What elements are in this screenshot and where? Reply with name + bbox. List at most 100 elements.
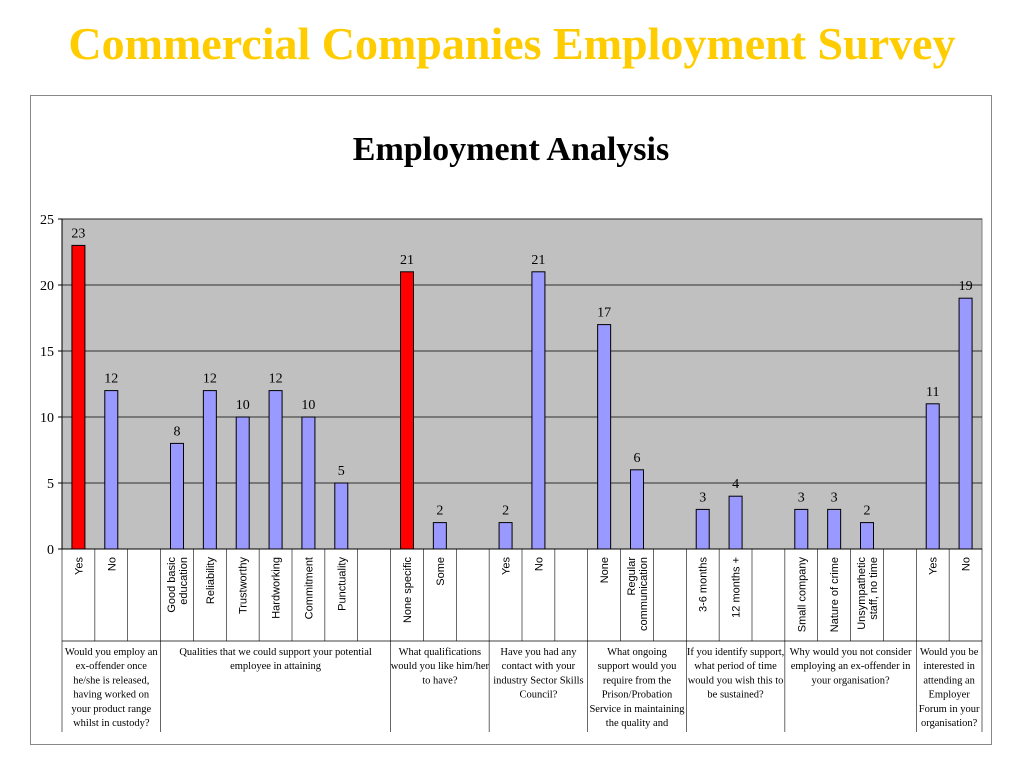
bar <box>860 522 874 550</box>
group-question: to have? <box>422 675 458 686</box>
category-label: education <box>178 557 190 605</box>
data-label: 10 <box>236 398 250 413</box>
bar <box>432 522 447 550</box>
y-tick-label: 0 <box>47 543 54 558</box>
plot-area <box>61 218 983 550</box>
group-question: having worked on <box>73 690 150 701</box>
group-question: If you identify support, <box>687 647 784 658</box>
category-label: Small company <box>796 557 808 633</box>
data-label: 8 <box>174 424 181 439</box>
bar <box>301 416 316 550</box>
data-label: 2 <box>436 504 443 519</box>
group-question: ex-offender once <box>76 661 148 672</box>
data-label: 5 <box>338 464 345 479</box>
data-label: 3 <box>798 490 805 505</box>
bar <box>334 482 349 550</box>
category-label: Yes <box>501 557 513 575</box>
data-label: 3 <box>831 490 838 505</box>
category-label: Unsympathetic <box>856 557 868 630</box>
group-question: support would you <box>598 661 678 672</box>
data-label: 12 <box>203 372 217 387</box>
bar <box>630 469 644 550</box>
group-question: Would you be <box>920 647 979 658</box>
bar <box>925 403 940 550</box>
bar <box>958 297 973 550</box>
data-label: 17 <box>597 306 611 321</box>
data-label: 11 <box>926 385 939 400</box>
group-question: interested in <box>923 661 975 672</box>
bar <box>71 244 86 550</box>
bar <box>827 508 842 550</box>
group-question: contact with your <box>502 661 576 672</box>
group-question: your organisation? <box>811 675 890 686</box>
category-label: None <box>599 557 611 583</box>
category-label: No <box>533 557 545 571</box>
group-question: require from the <box>603 675 672 686</box>
data-label: 12 <box>104 372 118 387</box>
group-question: What qualifications <box>399 647 482 658</box>
data-label: 10 <box>301 398 315 413</box>
category-label: 3-6 months <box>698 557 710 613</box>
category-label: No <box>961 557 973 571</box>
data-label: 2 <box>502 504 509 519</box>
group-question: your product range <box>71 704 151 715</box>
category-label: None specific <box>402 557 414 624</box>
category-label: Some <box>435 557 447 586</box>
bar <box>597 324 612 550</box>
group-question: organisation? <box>921 718 978 729</box>
slide-title: Commercial Companies Employment Survey <box>68 18 956 69</box>
category-label: staff, no time <box>868 557 880 620</box>
group-question: Service in maintaining <box>589 704 685 715</box>
category-label: Yes <box>73 557 85 575</box>
group-question: what period of time <box>694 661 777 672</box>
bar <box>728 495 743 550</box>
data-label: 2 <box>864 504 871 519</box>
category-label: Hardworking <box>271 557 283 619</box>
category-label: Yes <box>928 557 940 575</box>
group-question: he/she is released, <box>73 675 149 686</box>
category-label: communication <box>638 557 650 631</box>
y-tick-label: 5 <box>47 477 54 492</box>
bar <box>202 390 217 550</box>
group-question: would you wish this to <box>688 675 784 686</box>
bar <box>104 390 119 550</box>
bar <box>498 522 513 550</box>
category-label: Trustworthy <box>238 557 250 615</box>
bar <box>794 508 809 550</box>
y-tick-label: 15 <box>40 345 54 360</box>
group-question: What ongoing <box>607 647 668 658</box>
category-label: Regular <box>626 557 638 596</box>
group-question: Forum in your <box>919 704 980 715</box>
category-label: 12 months + <box>731 557 743 618</box>
category-label: Good basic <box>166 557 178 613</box>
category-label: No <box>106 557 118 571</box>
group-question: be sustained? <box>707 690 764 701</box>
data-label: 4 <box>732 477 739 492</box>
group-question: would you like him/her <box>391 661 490 672</box>
bar <box>268 390 283 550</box>
group-question: whilst in custody? <box>73 718 150 729</box>
group-question: employee in attaining <box>230 661 322 672</box>
bar <box>531 271 546 550</box>
category-label: Nature of crime <box>829 557 841 632</box>
bar <box>400 271 414 550</box>
group-question: Employer <box>928 690 970 701</box>
y-tick-label: 10 <box>40 411 54 426</box>
group-question: employing an ex-offender in <box>791 661 911 672</box>
data-label: 6 <box>634 451 641 466</box>
category-label: Commitment <box>303 557 315 619</box>
group-question: Have you had any <box>500 647 577 658</box>
bar <box>235 416 250 550</box>
y-tick-label: 25 <box>40 213 54 228</box>
group-question: Council? <box>519 690 557 701</box>
category-label: Punctuality <box>336 557 348 611</box>
group-question: Qualities that we could support your pot… <box>179 647 372 658</box>
data-label: 12 <box>269 372 283 387</box>
group-question: Would you employ an <box>65 647 159 658</box>
chart-frame: Employment Analysis 0 5 10 15 20 25 23 Yes 12 No 8… <box>30 95 992 745</box>
data-label: 3 <box>699 490 706 505</box>
group-question: Why would you not consider <box>790 647 912 658</box>
group-question: industry Sector Skills <box>493 675 583 686</box>
category-label: Reliability <box>205 557 217 605</box>
group-question: the quality and <box>606 718 669 729</box>
